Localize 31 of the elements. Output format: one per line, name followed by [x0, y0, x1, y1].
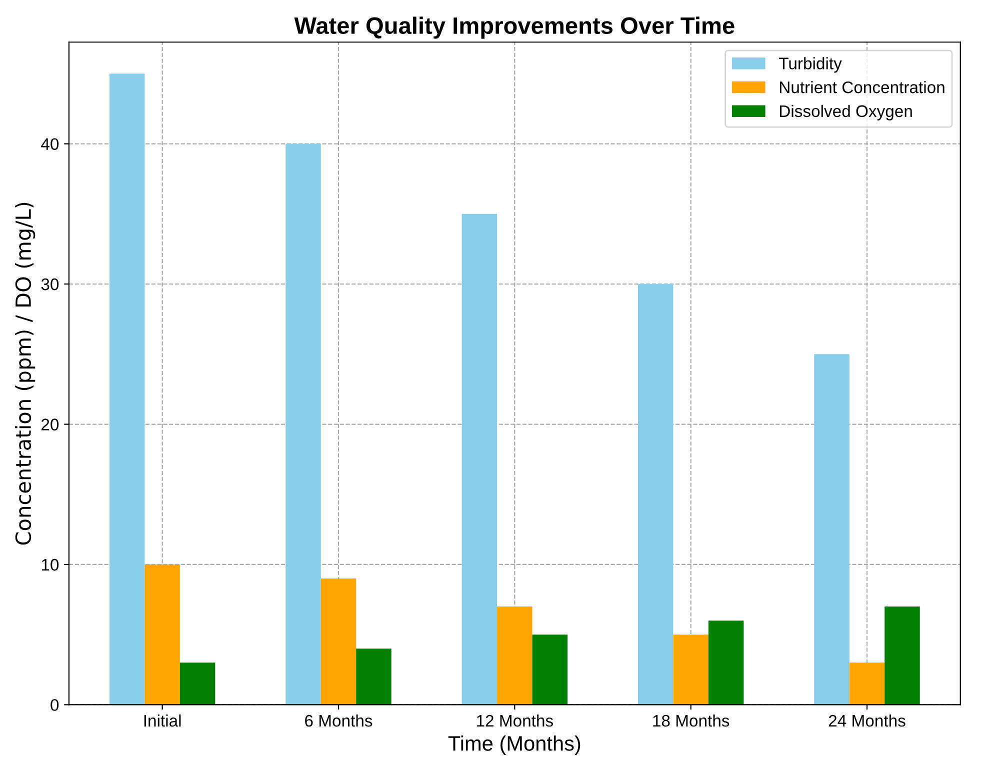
legend-label: Dissolved Oxygen [780, 104, 912, 120]
bar [638, 284, 674, 705]
legend-label: Turbidity [779, 57, 842, 73]
bar [814, 354, 850, 705]
y-tick-label: 30 [41, 278, 59, 290]
legend-label: Nutrient Concentration [780, 81, 944, 94]
x-tick-label: 6 Months [305, 714, 372, 727]
bar [532, 634, 568, 705]
bar [144, 564, 180, 705]
bar [180, 662, 216, 705]
bar [497, 606, 532, 705]
x-tick-label: 24 Months [828, 714, 906, 727]
bar [462, 214, 498, 705]
bar [356, 648, 392, 705]
bar [708, 620, 744, 705]
bar [884, 606, 920, 705]
y-axis-title: Concentration (ppm) / DO (mg/L) [14, 202, 36, 545]
y-tick-label: 0 [50, 699, 59, 711]
chart-title: Water Quality Improvements Over Time [294, 16, 734, 39]
bar [109, 74, 145, 705]
bar [286, 144, 321, 705]
y-tick-label: 10 [42, 558, 59, 571]
x-tick-label: 18 Months [653, 714, 730, 727]
x-tick-label: 12 Months [477, 714, 553, 727]
x-axis-title: Time (Months) [448, 736, 580, 755]
bar [849, 662, 885, 705]
x-tick-label: Initial [144, 714, 181, 727]
bar [673, 634, 708, 705]
y-tick-label: 20 [42, 418, 59, 430]
bar [320, 578, 356, 705]
y-tick-label: 40 [41, 138, 59, 150]
